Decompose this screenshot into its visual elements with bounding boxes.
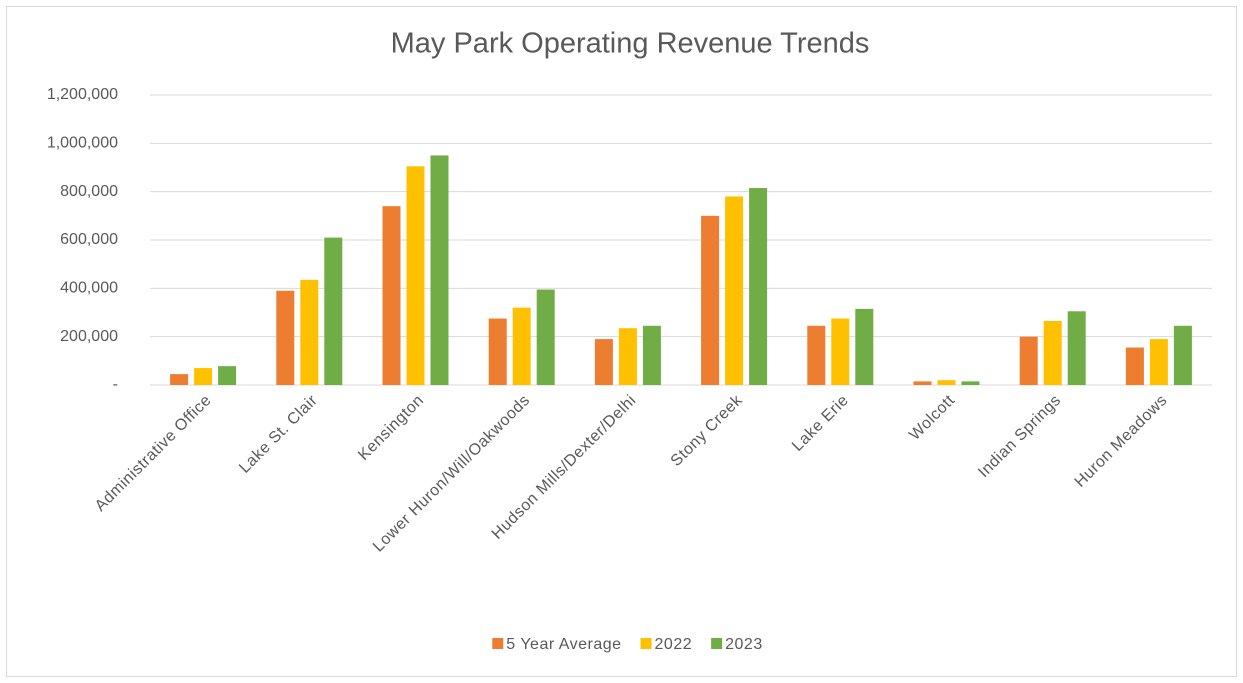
bar <box>831 318 850 385</box>
bar <box>807 325 826 385</box>
bar <box>937 380 956 385</box>
bar <box>406 166 425 385</box>
bar <box>642 325 661 385</box>
bar <box>194 368 213 385</box>
bar <box>913 381 932 385</box>
bar <box>536 289 555 385</box>
legend-swatch <box>640 638 652 649</box>
bar <box>324 237 343 385</box>
bar <box>488 318 507 385</box>
bar <box>1043 320 1062 385</box>
bar <box>855 308 874 385</box>
bar <box>961 381 980 385</box>
bar <box>1125 347 1144 385</box>
y-tick-label: - <box>113 376 118 393</box>
y-tick-label: 200,000 <box>60 328 118 345</box>
bar <box>618 328 637 385</box>
chart-title: May Park Operating Revenue Trends <box>391 28 870 60</box>
bar <box>1067 311 1086 385</box>
bar <box>1173 325 1192 385</box>
y-tick-label: 1,200,000 <box>47 86 118 103</box>
bar <box>382 206 401 385</box>
bar <box>725 196 744 385</box>
legend-label: 2022 <box>655 636 693 653</box>
bar <box>1019 336 1038 385</box>
bar <box>749 188 768 385</box>
bar <box>594 339 613 385</box>
bar <box>300 279 319 385</box>
legend-label: 5 Year Average <box>506 636 621 653</box>
y-tick-label: 800,000 <box>60 183 118 200</box>
bar <box>512 307 531 385</box>
y-tick-label: 400,000 <box>60 280 118 297</box>
bar <box>701 215 720 385</box>
legend-swatch <box>492 638 504 649</box>
legend-label: 2023 <box>725 636 763 653</box>
legend-swatch <box>711 638 723 649</box>
y-tick-label: 600,000 <box>60 231 118 248</box>
bar <box>276 290 295 385</box>
bar <box>170 374 189 385</box>
y-tick-label: 1,000,000 <box>47 135 118 152</box>
bar <box>430 155 449 385</box>
bar <box>218 366 237 385</box>
bar <box>1149 339 1168 385</box>
